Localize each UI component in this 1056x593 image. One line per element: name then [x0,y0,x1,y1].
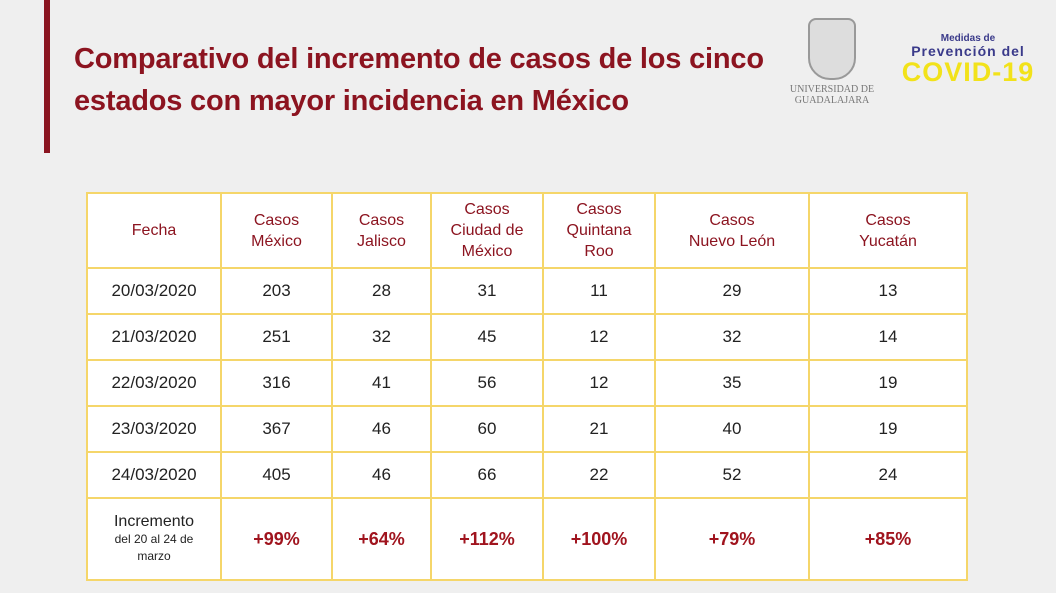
date-cell: 24/03/2020 [86,451,222,499]
header-quintana-roo: Casos Quintana Roo [542,192,656,269]
covid-campaign-logo: Medidas de Prevención del COVID-19 [893,34,1043,104]
cases-cell: 13 [808,267,968,315]
table-row: 22/03/2020 316 41 56 12 35 19 [86,359,968,407]
table-row: 21/03/2020 251 32 45 12 32 14 [86,313,968,361]
cases-cell: 251 [220,313,333,361]
date-cell: 23/03/2020 [86,405,222,453]
cases-table: Fecha Casos México Casos Jalisco Casos C… [86,192,968,581]
increment-sublabel: del 20 al 24 de marzo [114,532,194,563]
increment-label: Incremento del 20 al 24 de marzo [86,497,222,581]
header-jalisco: Casos Jalisco [331,192,432,269]
cases-cell: 316 [220,359,333,407]
cases-cell: 46 [331,451,432,499]
table-row: 23/03/2020 367 46 60 21 40 19 [86,405,968,453]
cases-cell: 19 [808,359,968,407]
university-name: UNIVERSIDAD DE GUADALAJARA [789,84,875,106]
increment-cdmx: +112% [430,497,544,581]
cases-cell: 21 [542,405,656,453]
table-row: 24/03/2020 405 46 66 22 52 24 [86,451,968,499]
cases-cell: 22 [542,451,656,499]
table-row: 20/03/2020 203 28 31 11 29 13 [86,267,968,315]
cases-cell: 46 [331,405,432,453]
slide-title: Comparativo del incremento de casos de l… [74,43,764,117]
header-yucatan: Casos Yucatán [808,192,968,269]
cases-cell: 203 [220,267,333,315]
increment-quintana-roo: +100% [542,497,656,581]
cases-cell: 28 [331,267,432,315]
cases-cell: 405 [220,451,333,499]
cases-cell: 45 [430,313,544,361]
date-cell: 20/03/2020 [86,267,222,315]
header-fecha: Fecha [86,192,222,269]
cases-cell: 32 [331,313,432,361]
increment-label-text: Incremento [113,513,195,530]
cases-cell: 40 [654,405,810,453]
increment-mexico: +99% [220,497,333,581]
header-cdmx: Casos Ciudad de México [430,192,544,269]
crest-icon [808,18,856,80]
cases-cell: 41 [331,359,432,407]
increment-nuevo-leon: +79% [654,497,810,581]
cases-cell: 35 [654,359,810,407]
cases-cell: 31 [430,267,544,315]
cases-cell: 367 [220,405,333,453]
accent-bar [44,0,50,153]
cases-cell: 12 [542,359,656,407]
cases-cell: 19 [808,405,968,453]
cases-cell: 66 [430,451,544,499]
increment-row: Incremento del 20 al 24 de marzo +99% +64… [86,497,968,581]
cases-cell: 56 [430,359,544,407]
cases-cell: 11 [542,267,656,315]
header-mexico: Casos México [220,192,333,269]
header-nuevo-leon: Casos Nuevo León [654,192,810,269]
cases-cell: 24 [808,451,968,499]
cases-cell: 32 [654,313,810,361]
date-cell: 21/03/2020 [86,313,222,361]
campaign-line2: Prevención del [911,43,1025,59]
cases-cell: 60 [430,405,544,453]
cases-cell: 14 [808,313,968,361]
increment-yucatan: +85% [808,497,968,581]
date-cell: 22/03/2020 [86,359,222,407]
increment-jalisco: +64% [331,497,432,581]
cases-cell: 12 [542,313,656,361]
cases-cell: 52 [654,451,810,499]
university-logo: UNIVERSIDAD DE GUADALAJARA [782,18,882,108]
cases-cell: 29 [654,267,810,315]
campaign-line1: Medidas de [940,33,996,44]
campaign-line3: COVID-19 [901,57,1035,87]
header-row: Fecha Casos México Casos Jalisco Casos C… [86,192,968,269]
